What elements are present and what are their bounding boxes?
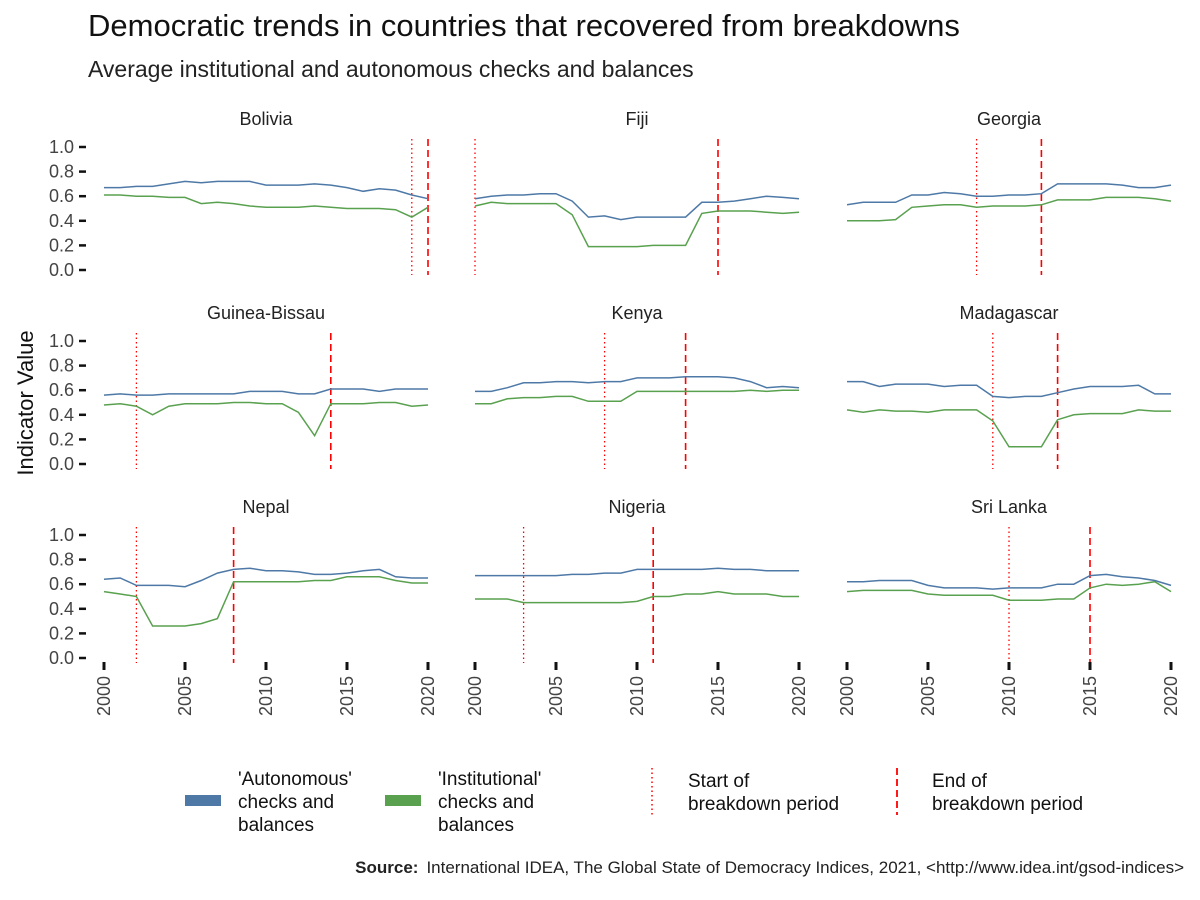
legend-label-start: Start of <box>688 771 750 792</box>
institutional-line-sri-lanka <box>846 580 1172 601</box>
y-tick-label: 0.6 <box>49 574 74 594</box>
y-axis-label: Indicator Value <box>13 330 38 475</box>
facet-title-madagascar: Madagascar <box>959 303 1058 323</box>
y-tick-label: 0.6 <box>49 186 74 206</box>
facet-title-georgia: Georgia <box>977 109 1042 129</box>
x-tick-label: 2015 <box>708 676 728 716</box>
x-tick-label: 2000 <box>94 676 114 716</box>
x-tick-label: 2000 <box>837 676 857 716</box>
y-tick-label: 0.8 <box>49 162 74 182</box>
legend-label-start: breakdown period <box>688 794 839 815</box>
autonomous-line-bolivia <box>104 180 429 200</box>
institutional-line-georgia <box>847 196 1172 222</box>
x-tick-label: 2020 <box>418 676 438 716</box>
facet-title-nepal: Nepal <box>242 497 289 517</box>
autonomous-line-nigeria <box>475 567 799 577</box>
chart-subtitle: Average institutional and autonomous che… <box>88 56 694 82</box>
y-tick-label: 0.8 <box>49 550 74 570</box>
chart-title: Democratic trends in countries that reco… <box>88 8 960 43</box>
x-tick-label: 2000 <box>465 676 485 716</box>
y-tick-label: 0.8 <box>49 356 74 376</box>
y-tick-label: 0.2 <box>49 235 74 255</box>
y-tick-label: 0.0 <box>49 648 74 668</box>
x-tick-label: 2005 <box>918 676 938 716</box>
y-tick-label: 0.2 <box>49 623 74 643</box>
facet-title-bolivia: Bolivia <box>239 109 293 129</box>
legend-label-institutional: balances <box>438 815 514 836</box>
y-tick-label: 0.2 <box>49 429 74 449</box>
y-tick-label: 1.0 <box>49 525 74 545</box>
y-tick-label: 0.0 <box>49 454 74 474</box>
legend-label-end: breakdown period <box>932 794 1083 815</box>
x-tick-label: 2010 <box>999 676 1019 716</box>
y-tick-label: 0.4 <box>49 405 74 425</box>
source-text: International IDEA, The Global State of … <box>426 858 1184 877</box>
facet-title-sri-lanka: Sri Lanka <box>971 497 1048 517</box>
autonomous-line-georgia <box>846 183 1172 206</box>
x-tick-label: 2005 <box>546 676 566 716</box>
y-tick-label: 1.0 <box>49 137 74 157</box>
y-tick-label: 0.4 <box>49 599 74 619</box>
legend-label-autonomous: balances <box>238 815 314 836</box>
legend-label-end: End of <box>932 771 988 792</box>
y-tick-label: 0.6 <box>49 380 74 400</box>
x-tick-label: 2020 <box>789 676 809 716</box>
x-tick-label: 2015 <box>1080 676 1100 716</box>
institutional-line-nigeria <box>475 590 799 604</box>
institutional-line-guinea-bissau <box>103 401 429 438</box>
x-tick-label: 2010 <box>256 676 276 716</box>
x-tick-label: 2020 <box>1161 676 1181 716</box>
autonomous-line-nepal <box>103 567 428 588</box>
facet-title-guinea-bissau: Guinea-Bissau <box>207 303 325 323</box>
autonomous-line-sri-lanka <box>847 573 1172 590</box>
x-tick-label: 2010 <box>627 676 647 716</box>
facet-title-fiji: Fiji <box>626 109 649 129</box>
y-tick-label: 0.4 <box>49 211 74 231</box>
institutional-line-fiji <box>474 201 800 248</box>
x-tick-label: 2005 <box>175 676 195 716</box>
x-tick-label: 2015 <box>337 676 357 716</box>
legend-label-autonomous: checks and <box>238 792 334 813</box>
autonomous-line-guinea-bissau <box>103 388 428 396</box>
facet-title-kenya: Kenya <box>611 303 663 323</box>
institutional-line-kenya <box>475 389 799 405</box>
institutional-line-bolivia <box>104 194 429 218</box>
source-label: Source: <box>355 858 419 877</box>
facet-title-nigeria: Nigeria <box>608 497 666 517</box>
source-note: Source: International IDEA, The Global St… <box>355 858 1184 878</box>
legend-key-autonomous <box>185 795 221 806</box>
autonomous-line-madagascar <box>847 380 1171 399</box>
legend-label-institutional: checks and <box>438 792 534 813</box>
y-tick-label: 0.0 <box>49 260 74 280</box>
institutional-line-madagascar <box>846 409 1171 448</box>
legend-key-institutional <box>385 795 421 806</box>
autonomous-line-kenya <box>475 375 800 393</box>
y-tick-label: 1.0 <box>49 331 74 351</box>
autonomous-line-fiji <box>474 192 800 221</box>
legend-label-institutional: 'Institutional' <box>438 769 541 790</box>
legend-label-autonomous: 'Autonomous' <box>238 769 352 790</box>
institutional-line-nepal <box>103 576 428 627</box>
